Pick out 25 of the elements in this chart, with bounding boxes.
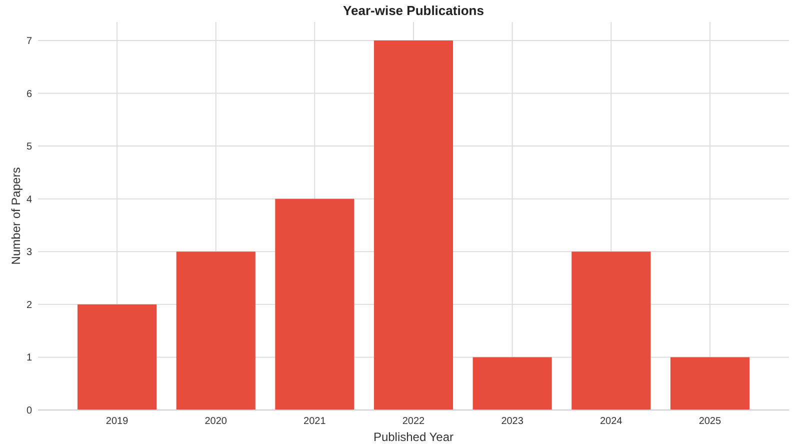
- bar: [670, 357, 750, 410]
- y-tick-label: 1: [26, 352, 32, 364]
- y-tick-label: 7: [26, 36, 32, 47]
- y-tick-label: 6: [26, 88, 32, 100]
- bar: [572, 252, 651, 410]
- y-tick-label: 2: [26, 300, 32, 311]
- bar: [176, 252, 256, 410]
- chart-title: Year-wise Publications: [343, 3, 484, 18]
- y-tick-label: 3: [26, 247, 32, 258]
- x-tick-label: 2024: [600, 416, 623, 427]
- x-tick-label: 2025: [698, 416, 722, 427]
- x-tick-label: 2020: [204, 416, 228, 427]
- bar: [374, 40, 454, 410]
- bar: [275, 198, 354, 410]
- y-tick-label: 5: [26, 142, 32, 153]
- x-tick-label: 2019: [106, 416, 129, 427]
- x-tick-label: 2023: [501, 416, 524, 427]
- x-tick-label: 2022: [402, 416, 426, 427]
- y-tick-label: 0: [26, 406, 32, 416]
- bar: [472, 357, 552, 410]
- x-tick-label: 2021: [304, 416, 326, 427]
- bar: [78, 304, 157, 410]
- y-axis-title: Number of Papers: [9, 167, 23, 265]
- x-axis-title: Published Year: [373, 430, 454, 444]
- y-tick-label: 4: [26, 194, 32, 206]
